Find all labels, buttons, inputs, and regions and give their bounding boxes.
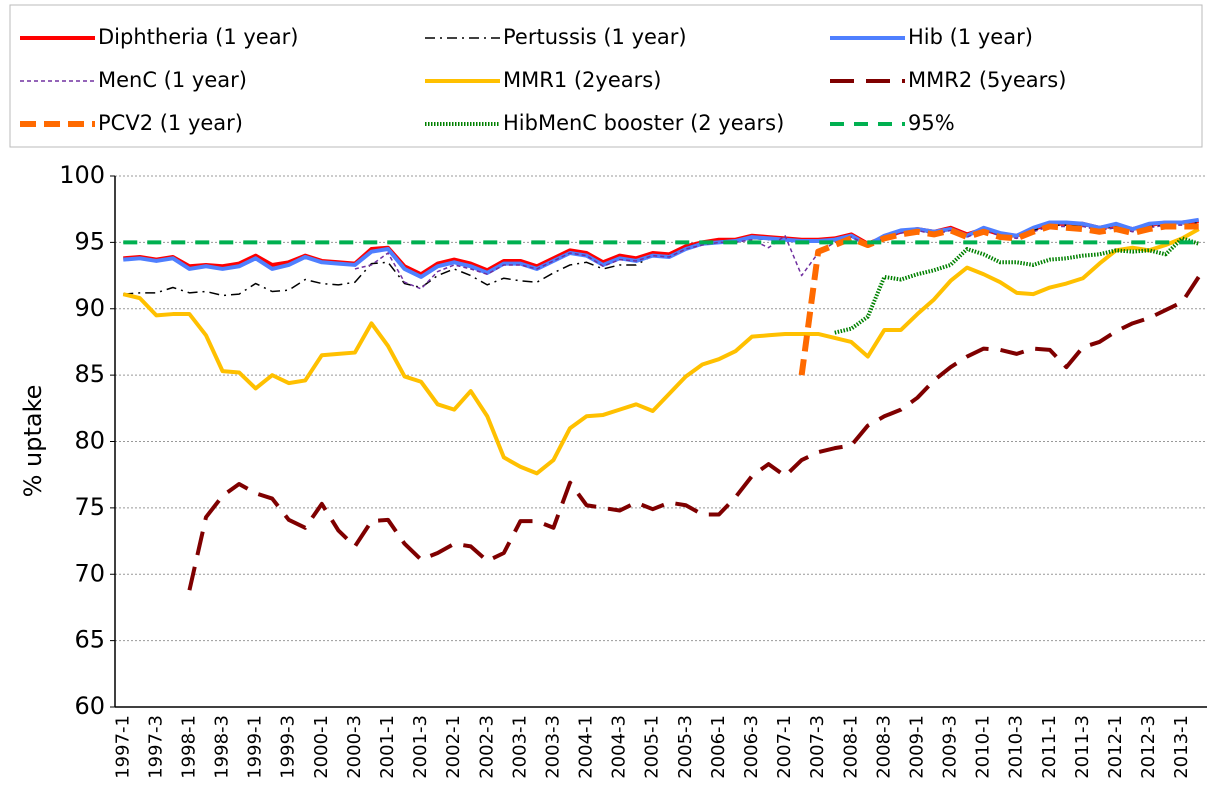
y-tick-label: 70 [74,559,105,587]
legend-label: MMR1 (2years) [503,68,661,92]
y-tick-label: 85 [74,360,105,388]
legend-label: PCV2 (1 year) [98,111,243,135]
x-tick-label: 2008-3 [873,715,894,779]
x-tick-label: 1998-1 [178,715,199,779]
x-tick-label: 2010-3 [1006,715,1027,779]
x-tick-label: 2013-1 [1171,715,1192,779]
x-tick-label: 2006-3 [741,715,762,779]
series-line [187,275,1201,591]
legend-label: Diphtheria (1 year) [98,25,298,49]
x-tick-label: 2010-1 [973,715,994,779]
series-line [123,221,1199,297]
x-tick-label: 1999-3 [278,715,299,779]
x-tick-label: 2001-1 [377,715,398,779]
x-tick-label: 2007-1 [774,715,795,779]
x-tick-label: 2005-3 [675,715,696,779]
x-tick-label: 2009-3 [940,715,961,779]
y-tick-label: 95 [74,227,105,255]
y-tick-label: 60 [74,692,105,720]
x-tick-label: 1999-1 [245,715,266,779]
y-tick-label: 80 [74,427,105,455]
x-tick-label: 2008-1 [840,715,861,779]
x-tick-label: 2003-1 [509,715,530,779]
series-line [123,217,1200,279]
series-line [834,236,1200,335]
x-tick-label: 2011-3 [1072,715,1093,779]
series-line [122,227,1200,476]
x-tick-label: 2005-1 [642,715,663,779]
x-tick-label: 1997-1 [112,715,133,779]
x-tick-label: 2002-1 [443,715,464,779]
x-tick-label: 2000-1 [311,715,332,779]
x-tick-label: 2009-1 [906,715,927,779]
x-tick-label: 1998-3 [212,715,233,779]
legend-label: 95% [908,111,955,135]
y-tick-label: 100 [59,161,105,189]
y-axis-title: % uptake [19,385,47,498]
x-tick-label: 2004-3 [609,715,630,779]
x-tick-label: 2011-1 [1039,715,1060,779]
legend-label: HibMenC booster (2 years) [503,111,784,135]
x-tick-label: 2001-3 [410,715,431,779]
legend-box [9,4,1203,148]
series-line [354,223,1199,290]
legend-label: MMR2 (5years) [908,68,1066,92]
x-tick-label: 2007-3 [807,715,828,779]
y-tick-label: 65 [74,626,105,654]
x-tick-label: 2003-3 [542,715,563,779]
x-tick-label: 2012-1 [1105,715,1126,779]
series-line [798,223,1199,376]
x-tick-label: 1997-3 [145,715,166,779]
x-tick-label: 2002-3 [476,715,497,779]
legend-label: Hib (1 year) [908,25,1033,49]
x-tick-label: 2006-1 [708,715,729,779]
legend-label: MenC (1 year) [98,68,247,92]
x-tick-label: 2000-3 [344,715,365,779]
legend-label: Pertussis (1 year) [503,25,687,49]
y-tick-label: 75 [74,493,105,521]
x-tick-label: 2012-3 [1138,715,1159,779]
x-tick-label: 2004-1 [576,715,597,779]
y-tick-label: 90 [74,294,105,322]
